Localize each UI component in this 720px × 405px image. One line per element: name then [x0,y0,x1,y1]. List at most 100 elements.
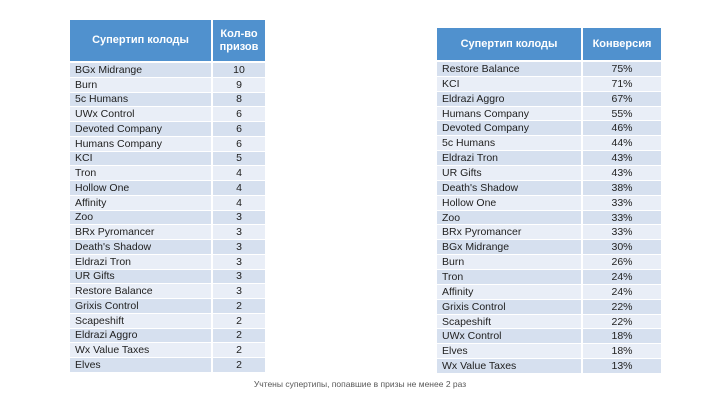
value-cell: 3 [213,284,265,298]
value-cell: 18% [583,329,661,344]
deck-name-cell: Eldrazi Tron [437,151,583,166]
table-row: UWx Control 6 [70,107,265,122]
deck-name-cell: Death's Shadow [70,240,213,254]
column-header-prize-count: Кол-во призов [219,27,259,53]
value-cell: 67% [583,91,661,106]
table-row: UR Gifts 3 [70,269,265,285]
table-row: Wx Value Taxes 2 [70,343,265,358]
deck-name-cell: 5c Humans [70,92,213,107]
table-row: Affinity 4 [70,195,265,211]
table-body: BGx Midrange 10 Burn 9 5c Humans 8 UWx Control… [70,61,265,373]
table-row: Restore Balance 3 [70,284,265,299]
deck-name-cell: KCI [70,151,213,166]
footer-note: Учтены супертипы, попавшие в призы не ме… [253,379,467,389]
value-cell: 3 [213,240,265,254]
table-row: Elves 18% [437,344,661,360]
table-row: 5c Humans 44% [437,136,661,152]
table-row: Eldrazi Tron 43% [437,151,661,167]
value-cell: 2 [213,313,265,328]
table-row: Eldrazi Aggro 2 [70,328,265,344]
table-row: Hollow One 4 [70,181,265,196]
deck-name-cell: Restore Balance [437,62,583,76]
table-row: Eldrazi Aggro 67% [437,91,661,107]
table-row: Death's Shadow 38% [437,180,661,196]
value-cell: 71% [583,76,661,91]
table-row: Burn 9 [70,77,265,93]
table-row: Tron 24% [437,270,661,285]
value-cell: 55% [583,106,661,121]
value-cell: 43% [583,166,661,180]
table-row: BGx Midrange 10 [70,63,265,78]
prize-count-table: Супертип колоды Кол-во призов BGx Midran… [70,20,265,373]
deck-name-cell: Affinity [437,284,583,299]
deck-name-cell: Tron [70,166,213,180]
deck-name-cell: Hollow One [70,181,213,195]
table-row: BGx Midrange 30% [437,240,661,256]
deck-name-cell: Elves [437,344,583,359]
value-cell: 5 [213,151,265,166]
value-cell: 22% [583,299,661,314]
value-cell: 75% [583,62,661,76]
table-row: Tron 4 [70,166,265,181]
deck-name-cell: Eldrazi Tron [70,254,213,269]
table-row: Devoted Company 6 [70,122,265,137]
column-header-deck-supertype: Супертип колоды [437,28,583,60]
value-cell: 3 [213,210,265,225]
value-cell: 2 [213,328,265,343]
value-cell: 6 [213,122,265,136]
table-row: UWx Control 18% [437,329,661,345]
table-row: Hollow One 33% [437,195,661,211]
value-cell: 2 [213,358,265,372]
deck-name-cell: UR Gifts [70,269,213,284]
table-row: BRx Pyromancer 33% [437,225,661,241]
deck-name-cell: Death's Shadow [437,180,583,195]
deck-name-cell: Humans Company [437,106,583,121]
table-row: Restore Balance 75% [437,62,661,77]
deck-name-cell: Humans Company [70,136,213,151]
deck-name-cell: BGx Midrange [437,240,583,255]
value-cell: 8 [213,92,265,107]
deck-name-cell: Wx Value Taxes [70,343,213,357]
deck-name-cell: Hollow One [437,195,583,210]
deck-name-cell: Grixis Control [437,299,583,314]
table-row: Death's Shadow 3 [70,240,265,255]
value-cell: 6 [213,107,265,121]
value-cell: 3 [213,269,265,284]
table-row: Grixis Control 2 [70,299,265,314]
value-cell: 10 [213,63,265,77]
deck-name-cell: BRx Pyromancer [437,225,583,240]
value-cell: 6 [213,136,265,151]
value-cell: 4 [213,195,265,210]
deck-name-cell: Burn [70,77,213,92]
value-cell: 13% [583,359,661,374]
value-cell: 26% [583,255,661,270]
deck-name-cell: Affinity [70,195,213,210]
table-row: Eldrazi Tron 3 [70,254,265,270]
value-cell: 33% [583,195,661,210]
column-header-conversion: Конверсия [592,37,652,50]
value-cell: 24% [583,284,661,299]
deck-name-cell: Burn [437,255,583,270]
deck-name-cell: 5c Humans [437,136,583,151]
table-row: Affinity 24% [437,284,661,300]
value-cell: 33% [583,210,661,225]
value-cell: 44% [583,136,661,151]
column-header-deck-supertype: Супертип колоды [70,20,213,61]
table-header-row: Супертип колоды Конверсия [437,28,661,60]
deck-name-cell: KCI [437,76,583,91]
value-cell: 38% [583,180,661,195]
deck-name-cell: Scapeshift [437,314,583,329]
table-row: KCI 71% [437,76,661,92]
table-row: Zoo 33% [437,210,661,226]
table-row: Elves 2 [70,358,265,373]
value-cell: 9 [213,77,265,92]
table-row: BRx Pyromancer 3 [70,225,265,240]
table-row: UR Gifts 43% [437,166,661,181]
deck-name-cell: Devoted Company [437,121,583,136]
table-row: Scapeshift 2 [70,313,265,329]
deck-name-cell: UWx Control [437,329,583,344]
value-cell: 30% [583,240,661,255]
value-cell: 46% [583,121,661,136]
table-row: Scapeshift 22% [437,314,661,330]
value-cell: 2 [213,299,265,313]
